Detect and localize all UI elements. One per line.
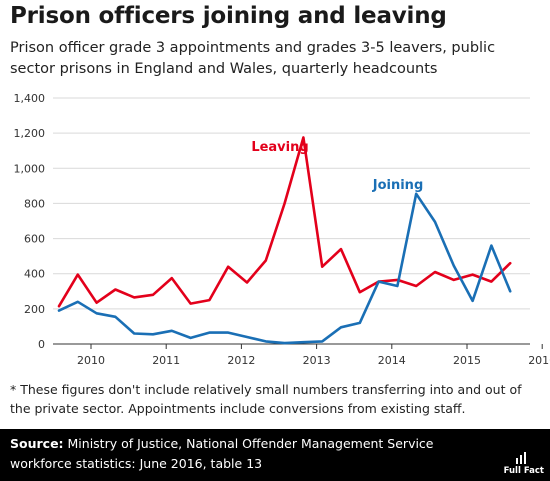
source-text: Source: Ministry of Justice, National Of…: [10, 434, 480, 474]
source-bar: Source: Ministry of Justice, National Of…: [0, 429, 550, 481]
series-line-joining: [57, 192, 512, 345]
logo-bars-icon: [516, 452, 526, 464]
chart-subtitle: Prison officer grade 3 appointments and …: [10, 40, 496, 77]
source-body: Ministry of Justice, National Offender M…: [10, 436, 434, 471]
x-tick-label: 2012: [227, 354, 255, 367]
chart-title: Prison officers joining and leaving: [10, 3, 447, 29]
x-tick-label: 2010: [77, 354, 105, 367]
y-tick-label: 1,400: [14, 92, 46, 105]
y-tick-label: 1,000: [14, 162, 46, 175]
y-tick-label: 400: [24, 268, 45, 281]
y-tick-label: 1,200: [14, 127, 46, 140]
y-tick-label: 600: [24, 233, 45, 246]
logo-text: Full Fact: [503, 466, 544, 476]
line-chart: 0 200 400 600 800 1,000 1,200 1,400 2010 2011 2012…: [14, 92, 550, 367]
x-tick-label: 2014: [378, 354, 406, 367]
footnote: * These figures don't include relatively…: [10, 382, 522, 416]
y-tick-label: 200: [24, 303, 45, 316]
x-tick-label: 2016: [528, 354, 550, 367]
x-tick-label: 2015: [453, 354, 481, 367]
series-label-joining: Joining: [372, 178, 424, 193]
y-tick-label: 0: [38, 338, 45, 351]
x-tick-label: 2013: [303, 354, 331, 367]
series-label-leaving: Leaving: [251, 140, 308, 155]
series-line-leaving: [57, 136, 512, 308]
x-tick-label: 2011: [152, 354, 180, 367]
y-tick-label: 800: [24, 197, 45, 210]
source-label: Source:: [10, 436, 64, 451]
full-fact-logo: Full Fact: [502, 450, 544, 476]
